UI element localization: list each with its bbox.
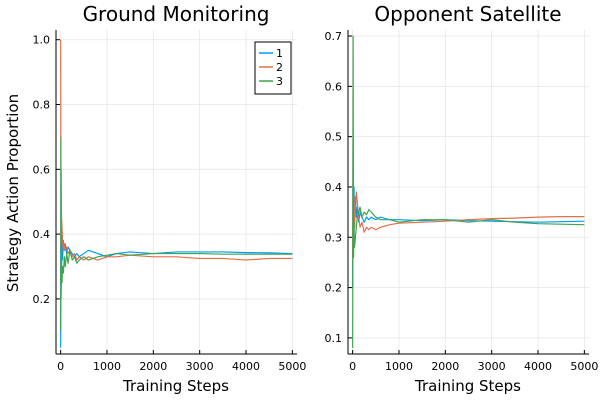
y-tick-label: 0.2 bbox=[33, 293, 51, 306]
y-tick-label: 0.6 bbox=[33, 163, 51, 176]
tick-group: 0 1000 2000 3000 4000 5000 0.2 0.4 0.6 0.8 1.0 bbox=[33, 34, 307, 373]
legend-label-1: 1 bbox=[276, 47, 283, 60]
y-tick-label: 0.1 bbox=[325, 332, 343, 345]
legend-box bbox=[254, 41, 292, 95]
x-tick-label: 4000 bbox=[524, 360, 552, 373]
y-tick-label: 1.0 bbox=[33, 34, 51, 47]
chart-title: Opponent Satellite bbox=[374, 2, 561, 26]
x-tick-label: 4000 bbox=[232, 360, 260, 373]
x-tick-label: 5000 bbox=[278, 360, 306, 373]
x-axis-label: Training Steps bbox=[414, 377, 521, 395]
legend-label-3: 3 bbox=[276, 75, 283, 88]
x-tick-label: 3000 bbox=[186, 360, 214, 373]
series-line-3 bbox=[352, 35, 585, 348]
x-axis-label: Training Steps bbox=[122, 377, 229, 395]
x-tick-label: 2000 bbox=[139, 360, 167, 373]
x-tick-label: 1000 bbox=[385, 360, 413, 373]
x-tick-label: 0 bbox=[349, 360, 356, 373]
legend-label-2: 2 bbox=[276, 61, 283, 74]
panel-opponent-satellite: Opponent Satellite 0 1000 2000 3000 4000 5000… bbox=[325, 2, 599, 395]
series-line-2 bbox=[60, 39, 293, 261]
y-axis-label: Strategy Action Proportion bbox=[4, 94, 22, 292]
grid bbox=[56, 30, 297, 354]
x-tick-label: 3000 bbox=[478, 360, 506, 373]
grid bbox=[348, 30, 589, 354]
chart-title: Ground Monitoring bbox=[83, 2, 270, 26]
x-tick-label: 1000 bbox=[93, 360, 121, 373]
series-line-3 bbox=[60, 136, 293, 332]
series-group bbox=[352, 35, 585, 348]
y-tick-label: 0.6 bbox=[325, 80, 343, 93]
tick-group: 0 1000 2000 3000 4000 5000 0.1 0.2 0.3 0.4 0.5 0.6 0… bbox=[325, 30, 599, 373]
y-tick-label: 0.4 bbox=[325, 181, 343, 194]
y-tick-label: 0.3 bbox=[325, 231, 343, 244]
y-tick-label: 0.8 bbox=[33, 99, 51, 112]
x-tick-label: 2000 bbox=[431, 360, 459, 373]
legend: 1 2 3 bbox=[254, 41, 292, 95]
y-tick-label: 0.7 bbox=[325, 30, 343, 43]
series-group bbox=[60, 39, 293, 348]
series-line-2 bbox=[352, 161, 585, 263]
x-tick-label: 5000 bbox=[570, 360, 598, 373]
y-tick-label: 0.5 bbox=[325, 131, 343, 144]
y-tick-label: 0.2 bbox=[325, 282, 343, 295]
x-tick-label: 0 bbox=[57, 360, 64, 373]
y-tick-label: 0.4 bbox=[33, 228, 51, 241]
panel-ground-monitoring: Ground Monitoring 0 1000 2000 3000 4000 50000… bbox=[4, 2, 306, 395]
